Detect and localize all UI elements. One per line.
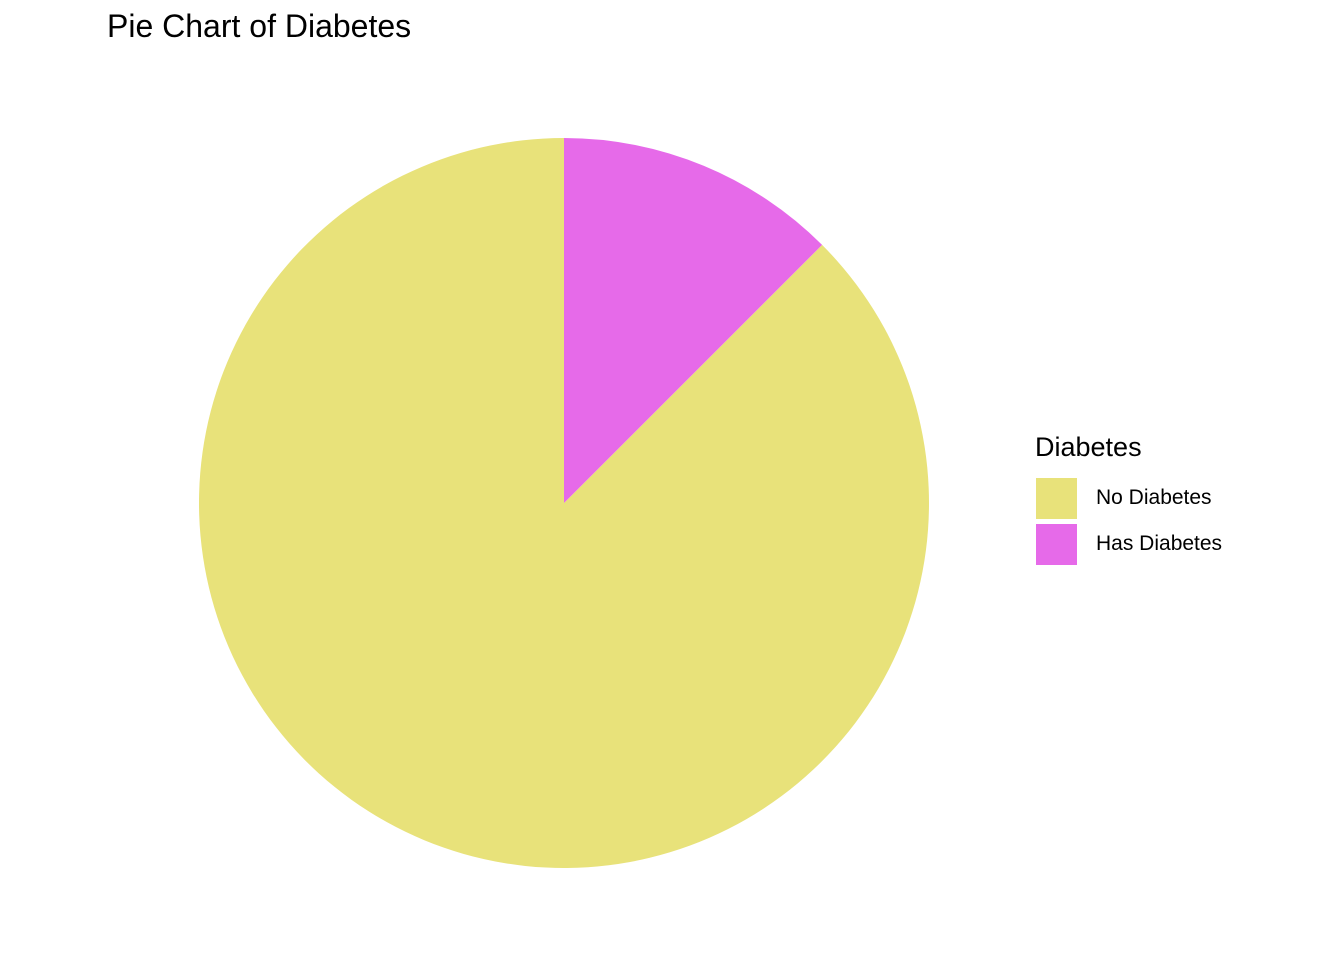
legend: Diabetes No Diabetes Has Diabetes: [1035, 432, 1222, 567]
legend-item-no-diabetes: No Diabetes: [1035, 475, 1222, 521]
legend-title: Diabetes: [1035, 432, 1142, 462]
legend-label-has-diabetes: Has Diabetes: [1096, 532, 1223, 555]
chart-title: Pie Chart of Diabetes: [107, 8, 412, 44]
pie-slice-no-diabetes: [199, 138, 930, 869]
legend-key-no-diabetes: [1035, 476, 1078, 520]
legend-item-has-diabetes: Has Diabetes: [1035, 521, 1222, 567]
legend-key-has-diabetes: [1035, 522, 1078, 566]
legend-label-no-diabetes: No Diabetes: [1096, 486, 1212, 509]
pie-slice-has-diabetes: [564, 138, 823, 503]
